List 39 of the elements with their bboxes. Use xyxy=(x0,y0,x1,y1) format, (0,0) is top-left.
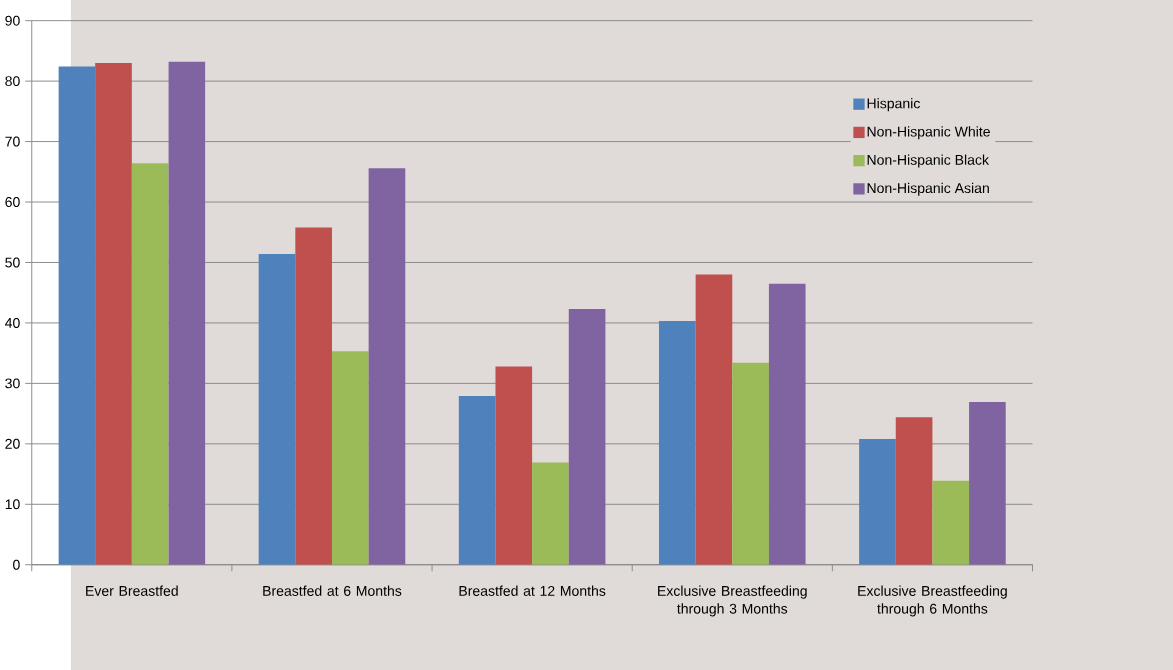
bar xyxy=(695,274,733,565)
bar xyxy=(495,366,533,565)
bar xyxy=(95,62,132,565)
y-tick-label: 30 xyxy=(5,378,20,389)
x-tick-label: Exclusive Breastfeeding through 6 Months xyxy=(858,585,1007,617)
bar xyxy=(458,396,496,565)
y-tick-label: 0 xyxy=(13,559,20,570)
bar xyxy=(168,61,206,565)
bar xyxy=(131,163,169,565)
bar xyxy=(331,351,369,565)
legend-label: Non-Hispanic White xyxy=(867,126,990,140)
y-tick-label: 50 xyxy=(5,257,20,268)
bar xyxy=(859,439,896,565)
y-tick-label: 60 xyxy=(5,197,20,207)
bar xyxy=(895,417,933,565)
bar xyxy=(658,321,696,565)
bar xyxy=(932,480,970,565)
legend-label: Hispanic xyxy=(867,98,920,112)
bar xyxy=(295,227,332,565)
bar xyxy=(768,283,806,565)
bar xyxy=(568,309,606,565)
x-tick-label: Ever Breastfed xyxy=(86,585,178,596)
bar xyxy=(732,362,769,565)
bar xyxy=(258,254,296,565)
bar xyxy=(58,66,96,565)
y-tick-label: 80 xyxy=(5,76,20,87)
legend-label: Non-Hispanic Black xyxy=(867,154,989,168)
y-tick-label: 10 xyxy=(5,499,20,510)
x-tick-label: Breastfed at 6 Months xyxy=(263,585,402,596)
legend-label: Non-Hispanic Asian xyxy=(867,182,989,196)
bar xyxy=(532,462,569,565)
x-tick-label: Breastfed at 12 Months xyxy=(459,585,606,596)
bar xyxy=(969,402,1006,565)
x-tick-label: Exclusive Breastfeeding through 3 Months xyxy=(658,585,807,617)
y-tick-label: 40 xyxy=(5,317,20,328)
bar xyxy=(368,168,406,565)
y-tick-label: 90 xyxy=(5,15,20,26)
y-tick-label: 20 xyxy=(5,438,20,449)
y-tick-label: 70 xyxy=(5,136,20,147)
